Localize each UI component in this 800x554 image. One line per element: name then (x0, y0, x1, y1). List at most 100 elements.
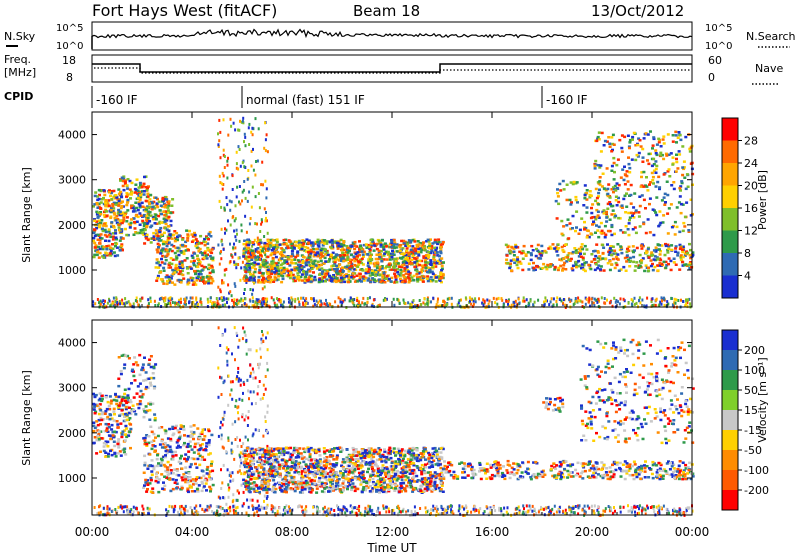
power-cell (593, 304, 596, 308)
power-cell (390, 238, 394, 242)
velocity-cell (153, 418, 157, 422)
power-cell (619, 245, 623, 248)
velocity-cell (227, 403, 230, 407)
power-cell (104, 239, 107, 242)
velocity-cell (241, 504, 244, 508)
power-cell (190, 233, 194, 236)
velocity-cell (221, 445, 224, 449)
velocity-cell (99, 409, 103, 412)
power-cell (199, 297, 202, 301)
power-cell (440, 264, 444, 268)
power-cell (260, 183, 263, 187)
velocity-cell (103, 412, 107, 415)
power-cell (273, 248, 277, 251)
power-cell (285, 245, 289, 248)
power-cell (640, 259, 644, 262)
power-cell (405, 276, 409, 280)
power-cell (366, 279, 370, 282)
power-cell (651, 147, 654, 150)
power-cell (407, 244, 411, 248)
velocity-cell (116, 440, 120, 444)
velocity-cell (265, 496, 268, 500)
velocity-cell (164, 454, 167, 457)
power-cell (619, 297, 622, 301)
power-cell (464, 296, 467, 300)
power-cell (265, 265, 269, 268)
power-cell (294, 255, 298, 259)
power-cell (105, 245, 109, 248)
power-cell (413, 257, 417, 260)
power-cell (488, 299, 491, 303)
power-cell (265, 219, 268, 223)
power-cell (320, 241, 324, 244)
power-cell (323, 302, 326, 306)
power-cell (265, 196, 268, 200)
power-cell (417, 254, 421, 257)
power-cell (308, 253, 312, 256)
power-cell (239, 278, 242, 282)
power-cell (285, 267, 289, 271)
power-cell (597, 216, 601, 219)
power-cell (265, 277, 269, 280)
power-cell (381, 273, 385, 276)
power-cell (368, 255, 372, 259)
power-cell (389, 280, 393, 283)
power-cell (228, 291, 231, 295)
power-cell (591, 203, 595, 206)
power-cell (164, 203, 168, 207)
power-cell (635, 261, 639, 264)
power-cell (586, 234, 590, 238)
power-cell (583, 269, 587, 273)
power-cell (399, 268, 403, 272)
power-cell (674, 250, 678, 253)
power-cell (378, 253, 382, 256)
velocity-cell (200, 489, 204, 493)
power-cell (686, 185, 690, 188)
power-cell (291, 254, 295, 258)
power-cell (132, 207, 136, 211)
power-cell (320, 267, 324, 270)
power-cell (119, 206, 123, 210)
power-cell (304, 261, 308, 264)
power-cell (566, 218, 570, 221)
power-cell (415, 243, 419, 247)
power-cell (253, 261, 257, 264)
velocity-cell (105, 417, 109, 420)
power-cell (287, 297, 290, 301)
power-cell (92, 231, 96, 235)
power-cell (282, 243, 286, 246)
power-cell (588, 298, 591, 302)
power-cell (583, 196, 587, 200)
power-cell (251, 244, 254, 248)
power-cell (236, 232, 238, 236)
colorbar-tick-label: 16 (744, 202, 758, 215)
power-cell (667, 207, 671, 210)
power-cell (235, 162, 238, 166)
velocity-cell (238, 453, 241, 457)
power-cell (276, 261, 280, 265)
power-cell (208, 254, 212, 258)
power-cell (559, 264, 563, 268)
velocity-cell (149, 490, 153, 493)
power-cell (341, 277, 345, 281)
velocity-cell (93, 436, 97, 439)
power-cell (675, 206, 679, 209)
power-cell (108, 299, 111, 303)
power-cell (443, 300, 446, 304)
power-cell (234, 217, 237, 221)
power-cell (404, 302, 407, 306)
power-cell (633, 192, 637, 195)
velocity-cell (140, 368, 144, 372)
power-cell (641, 156, 645, 159)
power-cell (387, 279, 390, 282)
power-cell (326, 260, 330, 263)
power-cell (211, 269, 215, 272)
power-cell (272, 263, 276, 267)
velocity-cell (236, 406, 239, 410)
power-cell (345, 245, 349, 248)
power-cell (300, 268, 304, 272)
power-cell (339, 276, 343, 280)
power-cell (560, 299, 563, 303)
power-cell (275, 264, 279, 267)
velocity-cell (155, 472, 158, 475)
